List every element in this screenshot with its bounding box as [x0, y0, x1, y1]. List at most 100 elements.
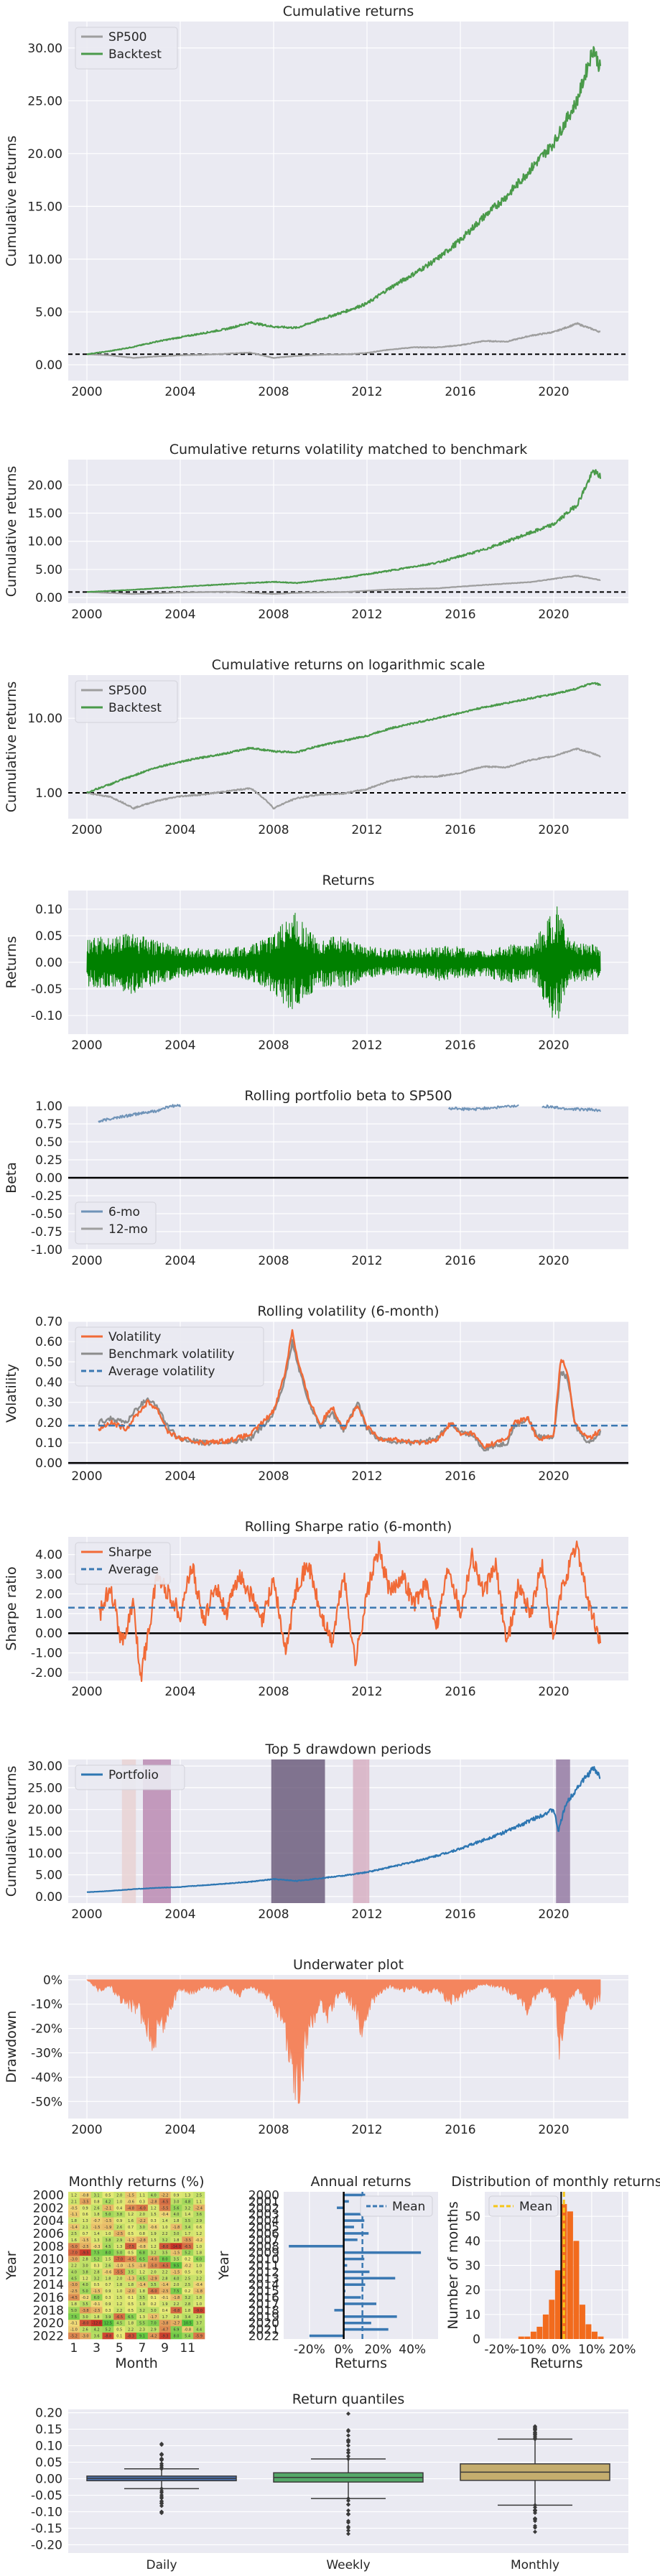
annual-bar	[309, 2334, 344, 2338]
heatmap-value: 6.8	[139, 2251, 145, 2256]
heatmap-value: 1.8	[94, 2315, 100, 2320]
heatmap-value: 3.2	[185, 2296, 190, 2300]
heatmap-value: 1.5	[116, 2296, 122, 2300]
y-tick-label: 0.20	[35, 2407, 62, 2421]
heatmap-value: 2.9	[196, 2219, 202, 2223]
heatmap-value: -9.5	[82, 2251, 89, 2256]
heatmap-cell	[170, 2243, 182, 2250]
heatmap-cell	[113, 2217, 126, 2224]
heatmap-value: 3.2	[151, 2251, 157, 2256]
heatmap-cell	[147, 2204, 159, 2212]
x-tick-label: 2004	[164, 2123, 195, 2137]
y-tick-label: 2020	[248, 2317, 279, 2331]
outlier-point	[346, 2508, 350, 2513]
heatmap-value: 2.2	[162, 2270, 168, 2274]
heatmap-cell	[159, 2300, 171, 2307]
beta-6mo-segment	[447, 1104, 519, 1112]
outlier-point	[346, 2438, 350, 2443]
heatmap-value: -0.4	[195, 2283, 203, 2287]
annual-bar	[343, 2226, 354, 2228]
heatmap-value: 0.3	[105, 2309, 111, 2313]
heatmap-value: 3.4	[185, 2315, 190, 2320]
heatmap-cell	[125, 2243, 137, 2250]
x-tick-label: -20%	[294, 2343, 325, 2357]
heatmap-cell	[136, 2294, 149, 2301]
heatmap-cell	[159, 2262, 171, 2269]
chart-title: Underwater plot	[293, 1957, 404, 1973]
heatmap-value: 0.2	[151, 2302, 157, 2307]
x-tick-label: 2004	[164, 1685, 195, 1699]
heatmap-cell	[125, 2223, 137, 2231]
heatmap-value: 3.0	[151, 2309, 157, 2313]
heatmap-cell	[125, 2281, 137, 2288]
heatmap-value: -2.8	[150, 2200, 157, 2204]
heatmap-value: -1.0	[116, 2264, 123, 2269]
heatmap-value: -0.6	[127, 2200, 134, 2204]
heatmap-cell	[136, 2333, 149, 2340]
heatmap-value: 1.0	[162, 2226, 168, 2230]
legend-box	[360, 2195, 433, 2217]
heatmap-cell	[90, 2313, 103, 2320]
chart-vol: 2000 2004 2008 2012 2016 2020 0.00 0.10 0.20 0.30…	[4, 1303, 628, 1484]
heatmap-cell	[79, 2320, 91, 2327]
y-axis-label: Year	[4, 2251, 19, 2280]
heatmap-cell	[102, 2198, 114, 2205]
y-tick-label: 2018	[33, 2304, 64, 2318]
histogram-bar	[573, 2241, 580, 2339]
legend-label: 12-mo	[108, 1222, 148, 1237]
heatmap-cell	[170, 2307, 182, 2314]
heatmap-cell	[102, 2249, 114, 2256]
heatmap-value: 1.2	[83, 2277, 88, 2281]
heatmap-value: 1.2	[139, 2270, 145, 2274]
heatmap-value: 9.1	[139, 2335, 145, 2339]
heatmap-cell	[90, 2249, 103, 2256]
heatmap-value: 7.5	[94, 2251, 100, 2256]
heatmap-cell	[125, 2313, 137, 2320]
heatmap-cell	[113, 2274, 126, 2282]
heatmap-cell	[159, 2223, 171, 2231]
y-tick-label: 2011	[248, 2259, 279, 2274]
outlier-point	[346, 2454, 350, 2459]
heatmap-cell	[68, 2198, 80, 2205]
y-tick-label: 20.00	[27, 1803, 62, 1818]
heatmap-cell	[90, 2256, 103, 2263]
heatmap-value: 2.9	[116, 2238, 122, 2243]
heatmap-value: 0.5	[105, 2193, 111, 2198]
heatmap-value: 2.2	[196, 2277, 202, 2281]
outlier-point	[159, 2486, 164, 2491]
heatmap-value: 4.8	[185, 2200, 190, 2204]
heatmap-value: 1.2	[71, 2193, 77, 2198]
heatmap-value: 2.1	[71, 2200, 77, 2204]
heatmap-value: -1.8	[139, 2264, 146, 2269]
heatmap-value: 3.7	[196, 2322, 202, 2326]
annual-bar	[343, 2193, 366, 2197]
heatmap-value: 0.9	[105, 2289, 111, 2294]
heatmap-cell	[79, 2262, 91, 2269]
heatmap-value: 12.5	[104, 2322, 112, 2326]
heatmap-cell	[182, 2262, 194, 2269]
heatmap-value: 0.2	[185, 2289, 190, 2294]
heatmap-value: 2.8	[185, 2302, 190, 2307]
heatmap-value: 0.7	[83, 2232, 88, 2236]
heatmap-cell	[90, 2326, 103, 2333]
x-tick-label: 2016	[445, 2123, 475, 2137]
heatmap-value: -1.5	[173, 2251, 180, 2256]
x-tick-label: 20%	[364, 2343, 391, 2357]
heatmap-value: -4.5	[127, 2258, 134, 2262]
chart-title: Cumulative returns	[283, 4, 414, 19]
heatmap-cell	[90, 2204, 103, 2212]
heatmap-cell	[136, 2307, 149, 2314]
y-tick-label: 0.00	[35, 956, 62, 970]
heatmap-value: 2.8	[94, 2270, 100, 2274]
heatmap-cell	[159, 2249, 171, 2256]
heatmap-cell	[193, 2217, 205, 2224]
heatmap-cell	[159, 2287, 171, 2294]
heatmap-cell	[170, 2320, 182, 2327]
heatmap-cell	[68, 2210, 80, 2218]
heatmap-value: 4.5	[105, 2245, 111, 2249]
chart-title: Rolling volatility (6-month)	[257, 1303, 439, 1319]
heatmap-cell	[102, 2243, 114, 2250]
x-tick-label: 2004	[164, 608, 195, 622]
legend-label: SP500	[108, 684, 147, 698]
annual-bar	[343, 2257, 365, 2261]
